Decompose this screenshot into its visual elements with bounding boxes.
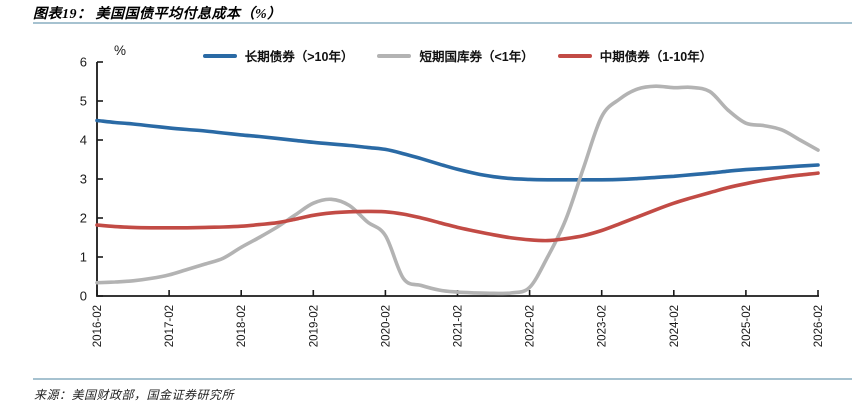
figure-title: 图表19： 美国国债平均付息成本（%）: [33, 7, 282, 22]
source-note: 来源：美国财政部，国金证券研究所: [34, 388, 235, 402]
svg-text:2024-02: 2024-02: [669, 305, 681, 347]
svg-text:2023-02: 2023-02: [597, 305, 609, 347]
legend-item-long-term: 长期债券（>10年）: [202, 46, 354, 65]
legend-item-short-term: 短期国库券（<1年）: [377, 46, 534, 65]
svg-text:0: 0: [80, 289, 87, 304]
legend-label-long-term: 长期债券（>10年）: [244, 50, 354, 64]
svg-text:2017-02: 2017-02: [164, 305, 176, 347]
legend-item-mid-term: 中期债券（1-10年）: [557, 46, 713, 65]
svg-text:4: 4: [80, 133, 87, 148]
line-chart-canvas: 0 1 2 3 4 5 6 2016-02 2017-02 2018-02 2019-02 2020-…: [80, 55, 825, 348]
svg-text:2: 2: [80, 211, 87, 226]
svg-text:2021-02: 2021-02: [453, 305, 465, 347]
svg-text:2016-02: 2016-02: [92, 305, 104, 347]
mid-term-line-swatch: [557, 53, 592, 58]
long-term-line-swatch: [202, 53, 237, 58]
legend-label-short-term: 短期国库券（<1年）: [419, 50, 534, 64]
chart-legend: 长期债券（>10年） 短期国库券（<1年） 中期债券（1-10年）: [97, 46, 818, 65]
legend-label-mid-term: 中期债券（1-10年）: [599, 50, 713, 64]
svg-text:2026-02: 2026-02: [813, 305, 825, 347]
svg-text:2025-02: 2025-02: [741, 305, 753, 347]
svg-text:3: 3: [80, 172, 87, 187]
svg-text:2020-02: 2020-02: [380, 305, 392, 347]
svg-text:5: 5: [80, 94, 87, 109]
short-term-line-swatch: [377, 53, 412, 58]
y-axis-unit-label: %: [114, 43, 127, 58]
title-divider: [33, 22, 852, 24]
svg-text:2018-02: 2018-02: [236, 305, 248, 347]
svg-text:1: 1: [80, 250, 87, 265]
svg-text:6: 6: [80, 55, 87, 70]
svg-text:2019-02: 2019-02: [308, 305, 320, 347]
svg-text:2022-02: 2022-02: [525, 305, 537, 347]
source-divider: [33, 378, 852, 380]
